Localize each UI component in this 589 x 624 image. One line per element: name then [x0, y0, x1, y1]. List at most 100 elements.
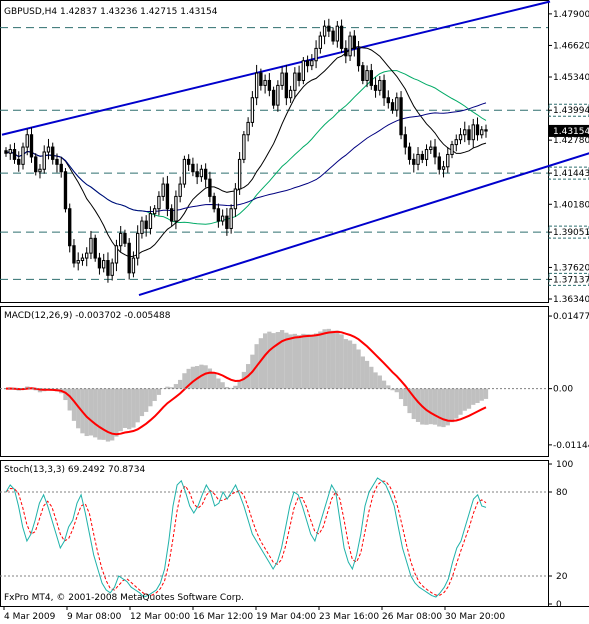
price-axis: 1.47900 1.46620 1.45340 1.43994 1.42780 1.414…: [548, 10, 589, 305]
macd-histogram-bar: [318, 331, 323, 389]
macd-histogram-bar: [139, 388, 145, 417]
candle-body: [322, 25, 327, 37]
macd-histogram-bar: [394, 388, 399, 393]
candle-body: [293, 72, 297, 91]
candle-body: [12, 149, 17, 160]
channel-upper-line: [1, 0, 551, 136]
macd-histogram-bar: [131, 388, 136, 428]
candle-body: [8, 149, 12, 154]
macd-histogram-bar: [84, 388, 89, 437]
macd-histogram-bar: [390, 388, 395, 391]
candle-body: [144, 220, 148, 229]
macd-histogram-bar: [275, 332, 280, 389]
macd-histogram-bar: [288, 334, 293, 389]
candle-body: [267, 79, 272, 91]
macd-histogram-bar: [216, 378, 221, 389]
stochastic-indicator: 100 80 20 0: [0, 460, 573, 610]
candle-body: [454, 139, 458, 146]
macd-histogram-bar: [271, 333, 276, 389]
candle-body: [182, 158, 187, 185]
macd-histogram-bar: [305, 334, 310, 389]
candle-body: [441, 166, 446, 170]
candle-body: [123, 232, 127, 244]
macd-histogram-bar: [364, 360, 370, 389]
candle-body: [429, 146, 433, 151]
macd-histogram-bar: [428, 388, 433, 425]
candle-body: [450, 144, 454, 155]
macd-histogram-bar: [182, 373, 187, 389]
macd-histogram-bar: [313, 333, 319, 389]
ma-line: [5, 70, 487, 225]
macd-histogram-bar: [437, 388, 442, 427]
candle-body: [225, 215, 229, 229]
macd-histogram-bar: [25, 386, 30, 389]
price-tick-label: 1.37137: [553, 275, 589, 285]
macd-histogram-bar: [97, 388, 102, 440]
candles: [4, 18, 488, 283]
candle-body: [365, 70, 369, 81]
macd-histogram-bar: [296, 335, 302, 389]
macd-histogram-bar: [479, 388, 484, 401]
candle-body: [463, 129, 467, 136]
candle-body: [203, 168, 208, 180]
candle-body: [191, 163, 195, 173]
candle-body: [140, 220, 144, 234]
macd-histogram-bar: [377, 375, 382, 389]
candle-body: [136, 232, 140, 259]
time-tick-label: 30 Mar 20:00: [445, 612, 505, 622]
macd-histogram-bar: [220, 382, 225, 389]
panel-frames: [0, 0, 589, 607]
candle-body: [386, 97, 390, 104]
macd-histogram-bar: [152, 388, 157, 401]
candle-body: [29, 134, 34, 158]
macd-histogram-bar: [212, 373, 217, 389]
candle-body: [72, 245, 76, 264]
candle-body: [399, 97, 403, 136]
macd-histogram-bar: [301, 333, 306, 389]
candle-body: [259, 72, 263, 86]
macd-histogram-bar: [237, 379, 242, 389]
macd-histogram-bar: [148, 388, 153, 407]
candle-body: [361, 65, 365, 81]
macd-tick-label: 0.00: [553, 385, 573, 395]
candle-body: [369, 70, 373, 86]
macd-histogram-bar: [471, 388, 476, 405]
candle-body: [89, 237, 93, 254]
candle-body: [382, 79, 386, 99]
price-tick-label: 1.47900: [553, 10, 589, 20]
ma-line: [5, 102, 487, 212]
macd-histogram-bar: [356, 349, 361, 389]
candle-body: [195, 171, 199, 178]
candle-body: [412, 158, 416, 165]
candle-body: [318, 35, 323, 49]
candle-body: [288, 89, 293, 99]
candle-body: [352, 35, 356, 49]
candle-body: [416, 153, 420, 165]
candle-body: [119, 232, 123, 247]
candle-body: [59, 163, 63, 173]
macd-tick-label: -0.011440: [553, 441, 589, 451]
candle-body: [348, 35, 352, 57]
candle-body: [212, 195, 216, 210]
time-tick-label: 16 Mar 12:00: [193, 612, 253, 622]
macd-histogram-bar: [373, 372, 378, 389]
candle-body: [484, 129, 488, 132]
macd-histogram-bar: [407, 388, 412, 414]
price-title: GBPUSD,H4 1.42837 1.43236 1.42715 1.4315…: [4, 7, 218, 17]
candle-body: [314, 47, 318, 62]
candle-body: [471, 124, 475, 141]
macd-histogram-bar: [186, 368, 191, 389]
horizontal-levels: [0, 27, 548, 280]
candle-body: [178, 183, 182, 197]
macd-histogram-bar: [398, 388, 404, 400]
candle-body: [297, 72, 301, 81]
candle-body: [242, 134, 246, 160]
macd-histogram-bar: [228, 387, 234, 389]
candle-body: [157, 195, 161, 210]
candle-body: [378, 79, 382, 91]
macd-histogram-bar: [63, 388, 68, 401]
candle-body: [284, 72, 289, 99]
macd-histogram-bar: [144, 388, 149, 412]
